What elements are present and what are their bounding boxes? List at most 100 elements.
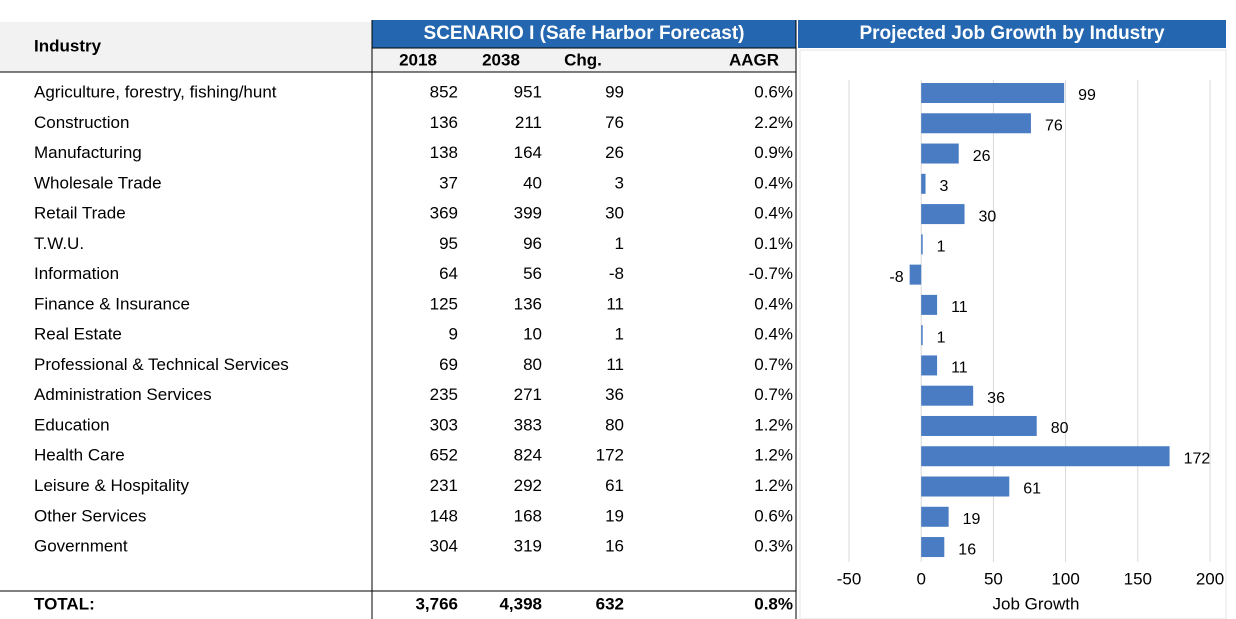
bar xyxy=(921,385,974,406)
scenario-header-bg xyxy=(372,20,796,48)
cell: 125 xyxy=(430,294,458,313)
data-label: 30 xyxy=(979,208,997,225)
bar xyxy=(921,537,945,558)
cell: 96 xyxy=(523,234,542,253)
row-label: Manufacturing xyxy=(34,143,142,162)
cell: 369 xyxy=(430,204,458,223)
cell: 148 xyxy=(430,506,458,525)
cell: 0.3% xyxy=(754,537,793,556)
x-tick-label: 200 xyxy=(1196,569,1224,588)
row-label: Construction xyxy=(34,113,129,132)
column-header: AAGR xyxy=(729,50,779,69)
cell: 0.9% xyxy=(754,143,793,162)
cell: 80 xyxy=(605,415,624,434)
data-label: 80 xyxy=(1051,420,1069,437)
chart-frame xyxy=(799,49,1227,619)
cell: -8 xyxy=(609,264,624,283)
cell: 271 xyxy=(514,385,542,404)
data-label: 1 xyxy=(937,239,946,256)
total-cell: TOTAL: xyxy=(34,594,95,613)
cell: 383 xyxy=(514,415,542,434)
data-label: 99 xyxy=(1078,87,1096,104)
cell: 138 xyxy=(430,143,458,162)
cell: 99 xyxy=(605,82,624,101)
cell: 824 xyxy=(514,446,542,465)
cell: 1.2% xyxy=(754,415,793,434)
cell: 2.2% xyxy=(754,113,793,132)
x-tick-label: 50 xyxy=(984,569,1003,588)
bar xyxy=(921,355,938,376)
cell: 36 xyxy=(605,385,624,404)
row-label: Health Care xyxy=(34,446,125,465)
row-label: Other Services xyxy=(34,506,146,525)
x-tick-label: 150 xyxy=(1124,569,1152,588)
bar xyxy=(909,264,922,285)
bar xyxy=(921,476,1010,497)
chart-title: Projected Job Growth by Industry xyxy=(859,23,1165,44)
row-label: Retail Trade xyxy=(34,204,126,223)
cell: 30 xyxy=(605,204,624,223)
cell: 1.2% xyxy=(754,446,793,465)
cell: 852 xyxy=(430,82,458,101)
cell: 0.6% xyxy=(754,82,793,101)
data-label: 16 xyxy=(958,541,976,558)
cell: 951 xyxy=(514,82,542,101)
cell: 37 xyxy=(439,173,458,192)
bar xyxy=(921,415,1037,436)
cell: 80 xyxy=(523,355,542,374)
cell: 164 xyxy=(514,143,542,162)
cell: 0.4% xyxy=(754,294,793,313)
x-axis-label: Job Growth xyxy=(993,594,1080,613)
cell: 76 xyxy=(605,113,624,132)
total-cell: 632 xyxy=(596,594,624,613)
bar xyxy=(921,506,949,527)
cell: 211 xyxy=(515,113,542,132)
row-label: Agriculture, forestry, fishing/hunt xyxy=(34,82,277,101)
cell: 303 xyxy=(430,415,458,434)
row-label: Professional & Technical Services xyxy=(34,355,289,374)
cell: 11 xyxy=(606,355,624,374)
cell: 0.4% xyxy=(754,325,793,344)
cell: 61 xyxy=(605,476,624,495)
scenario-header: SCENARIO I (Safe Harbor Forecast) xyxy=(424,23,745,44)
header-cell xyxy=(0,22,372,72)
industry-header: Industry xyxy=(34,36,102,55)
cell: 172 xyxy=(596,446,624,465)
data-label: 19 xyxy=(963,511,981,528)
x-tick-label: 0 xyxy=(916,569,925,588)
cell: 19 xyxy=(605,506,624,525)
row-label: T.W.U. xyxy=(34,234,84,253)
row-label: Information xyxy=(34,264,119,283)
cell: 0.4% xyxy=(754,204,793,223)
cell: 292 xyxy=(514,476,542,495)
cell: 399 xyxy=(514,204,542,223)
row-label: Education xyxy=(34,415,110,434)
cell: 1 xyxy=(615,325,624,344)
data-label: 76 xyxy=(1045,117,1063,134)
cell: 69 xyxy=(439,355,458,374)
row-label: Wholesale Trade xyxy=(34,173,162,192)
data-label: 61 xyxy=(1023,481,1041,498)
cell: 40 xyxy=(523,173,542,192)
bar xyxy=(921,294,938,315)
column-header: Chg. xyxy=(564,50,602,69)
cell: 235 xyxy=(430,385,458,404)
row-label: Government xyxy=(34,537,128,556)
cell: 1.2% xyxy=(754,476,793,495)
cell: 304 xyxy=(430,537,458,556)
data-label: 11 xyxy=(951,360,968,377)
row-label: Leisure & Hospitality xyxy=(34,476,189,495)
bar xyxy=(921,173,926,194)
total-cell: 4,398 xyxy=(499,594,542,613)
bar xyxy=(921,446,1170,467)
cell: 16 xyxy=(605,537,624,556)
bar xyxy=(921,143,959,164)
cell: 168 xyxy=(514,506,542,525)
cell: 652 xyxy=(430,446,458,465)
cell: 26 xyxy=(605,143,624,162)
column-header-bg xyxy=(372,48,796,72)
cell: 64 xyxy=(439,264,458,283)
total-cell: 3,766 xyxy=(415,594,458,613)
cell: 95 xyxy=(439,234,458,253)
